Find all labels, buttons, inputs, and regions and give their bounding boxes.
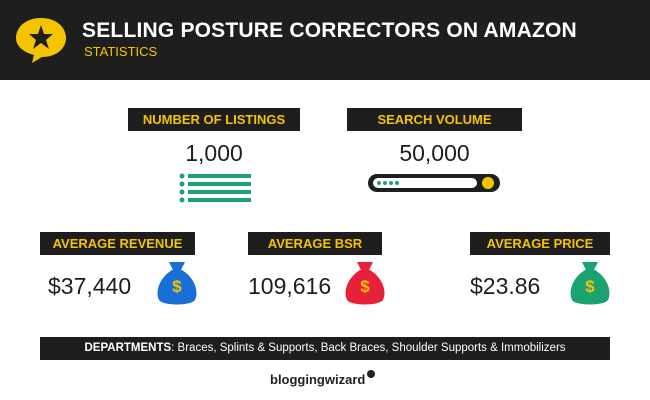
- search-icon: [368, 174, 500, 192]
- departments: DEPARTMENTS: Braces, Splints & Supports,…: [40, 337, 610, 360]
- subtitle: STATISTICS: [84, 44, 158, 59]
- list-icon: [179, 173, 251, 203]
- stat-label: SEARCH VOLUME: [347, 108, 522, 131]
- departments-label: DEPARTMENTS: [84, 342, 172, 354]
- brand: bloggingwizard: [270, 372, 366, 387]
- stat-value: 1,000: [185, 140, 243, 166]
- stat-label: AVERAGE PRICE: [470, 232, 610, 255]
- title: SELLING POSTURE CORRECTORS ON AMAZON: [82, 19, 577, 42]
- stat-value: 50,000: [399, 140, 470, 166]
- stat-label: AVERAGE REVENUE: [40, 232, 195, 255]
- stat-value: $23.86: [470, 273, 541, 299]
- stat-label: NUMBER OF LISTINGS: [128, 108, 300, 131]
- header: SELLING POSTURE CORRECTORS ON AMAZON STA…: [0, 0, 650, 80]
- stat-value: $37,440: [48, 273, 132, 299]
- brand-icon: [367, 370, 375, 378]
- logo: [16, 18, 66, 63]
- stat-value: 109,616: [248, 273, 332, 299]
- stat-label: AVERAGE BSR: [248, 232, 382, 255]
- departments-text: : Braces, Splints & Supports, Back Brace…: [171, 342, 566, 354]
